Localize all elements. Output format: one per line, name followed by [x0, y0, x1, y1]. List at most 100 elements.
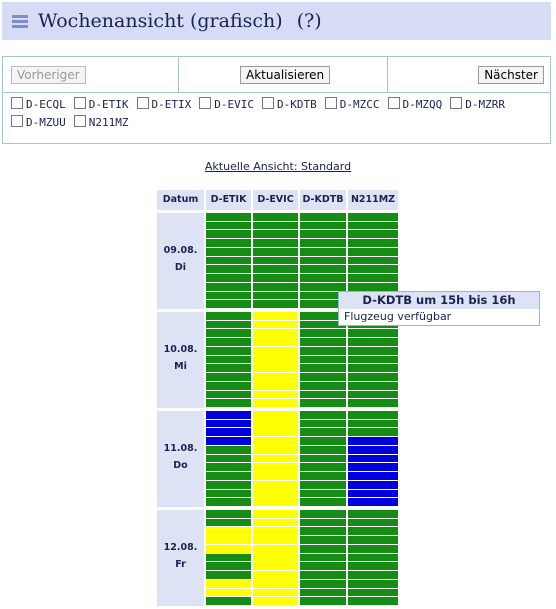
time-slot[interactable] — [348, 247, 398, 257]
time-slot[interactable] — [253, 571, 298, 580]
time-slot[interactable] — [348, 571, 398, 580]
time-slot[interactable] — [206, 373, 251, 382]
time-slot[interactable] — [348, 390, 398, 400]
time-slot[interactable] — [206, 390, 251, 400]
refresh-button[interactable]: Aktualisieren — [240, 66, 331, 84]
time-slot[interactable] — [253, 472, 298, 481]
time-slot[interactable] — [348, 265, 398, 275]
time-slot[interactable] — [348, 364, 398, 374]
time-slot[interactable] — [253, 489, 298, 499]
time-slot[interactable] — [206, 338, 251, 347]
time-slot[interactable] — [206, 355, 251, 365]
aircraft-checkbox[interactable]: D-MZUU — [11, 115, 66, 133]
time-slot[interactable] — [348, 562, 398, 572]
time-slot[interactable] — [206, 510, 251, 519]
time-slot[interactable] — [253, 544, 298, 554]
time-slot[interactable] — [348, 338, 398, 347]
time-slot[interactable] — [348, 346, 398, 356]
time-slot[interactable] — [253, 411, 298, 420]
time-slot[interactable] — [348, 536, 398, 545]
time-slot[interactable] — [300, 437, 346, 446]
time-slot[interactable] — [300, 364, 346, 374]
time-slot[interactable] — [206, 399, 251, 408]
time-slot[interactable] — [348, 437, 398, 446]
time-slot[interactable] — [300, 230, 346, 240]
time-slot[interactable] — [300, 553, 346, 563]
time-slot[interactable] — [253, 510, 298, 519]
time-slot[interactable] — [253, 428, 298, 438]
time-slot[interactable] — [300, 346, 346, 356]
time-slot[interactable] — [206, 300, 251, 309]
time-slot[interactable] — [348, 498, 398, 507]
time-slot[interactable] — [253, 221, 298, 231]
time-slot[interactable] — [253, 256, 298, 266]
time-slot[interactable] — [253, 265, 298, 275]
time-slot[interactable] — [253, 320, 298, 330]
menu-icon[interactable] — [12, 15, 28, 29]
time-slot[interactable] — [348, 381, 398, 391]
time-slot[interactable] — [300, 544, 346, 554]
time-slot[interactable] — [300, 510, 346, 519]
time-slot[interactable] — [300, 274, 346, 283]
time-slot[interactable] — [300, 265, 346, 275]
time-slot[interactable] — [253, 300, 298, 309]
time-slot[interactable] — [348, 579, 398, 589]
time-slot[interactable] — [348, 256, 398, 266]
time-slot[interactable] — [348, 329, 398, 339]
time-slot[interactable] — [253, 527, 298, 537]
time-slot[interactable] — [348, 274, 398, 283]
checkbox-box[interactable] — [136, 97, 149, 109]
time-slot[interactable] — [253, 312, 298, 321]
next-button[interactable]: Nächster — [478, 66, 544, 84]
time-slot[interactable] — [206, 498, 251, 507]
time-slot[interactable] — [348, 355, 398, 365]
time-slot[interactable] — [206, 320, 251, 330]
time-slot[interactable] — [348, 239, 398, 248]
time-slot[interactable] — [206, 536, 251, 545]
time-slot[interactable] — [348, 419, 398, 429]
time-slot[interactable] — [300, 300, 346, 309]
time-slot[interactable] — [348, 472, 398, 481]
time-slot[interactable] — [253, 498, 298, 507]
time-slot[interactable] — [253, 419, 298, 429]
time-slot[interactable] — [206, 562, 251, 572]
time-slot[interactable] — [300, 527, 346, 537]
previous-button[interactable]: Vorheriger — [11, 66, 86, 84]
time-slot[interactable] — [206, 428, 251, 438]
time-slot[interactable] — [253, 274, 298, 283]
time-slot[interactable] — [206, 454, 251, 464]
time-slot[interactable] — [300, 562, 346, 572]
time-slot[interactable] — [253, 346, 298, 356]
time-slot[interactable] — [206, 588, 251, 598]
time-slot[interactable] — [253, 282, 298, 292]
time-slot[interactable] — [206, 346, 251, 356]
time-slot[interactable] — [300, 463, 346, 473]
time-slot[interactable] — [300, 320, 346, 330]
time-slot[interactable] — [348, 445, 398, 455]
aircraft-checkbox[interactable]: D-MZQQ — [387, 97, 442, 115]
time-slot[interactable] — [348, 399, 398, 408]
time-slot[interactable] — [253, 454, 298, 464]
time-slot[interactable] — [206, 437, 251, 446]
time-slot[interactable] — [348, 463, 398, 473]
aircraft-checkbox[interactable]: D-ECQL — [11, 97, 66, 115]
time-slot[interactable] — [206, 221, 251, 231]
time-slot[interactable] — [300, 518, 346, 528]
time-slot[interactable] — [348, 518, 398, 528]
time-slot[interactable] — [253, 239, 298, 248]
time-slot[interactable] — [253, 553, 298, 563]
time-slot[interactable] — [348, 588, 398, 598]
checkbox-box[interactable] — [73, 115, 86, 127]
time-slot[interactable] — [300, 597, 346, 606]
time-slot[interactable] — [206, 247, 251, 257]
aircraft-checkbox[interactable]: D-ETIK — [73, 97, 129, 115]
aircraft-checkbox[interactable]: D-EVIC — [199, 97, 254, 115]
help-link[interactable]: (?) — [296, 10, 322, 32]
time-slot[interactable] — [206, 312, 251, 321]
time-slot[interactable] — [206, 411, 251, 420]
time-slot[interactable] — [348, 373, 398, 382]
time-slot[interactable] — [253, 562, 298, 572]
checkbox-box[interactable] — [450, 97, 463, 109]
time-slot[interactable] — [253, 437, 298, 446]
time-slot[interactable] — [348, 544, 398, 554]
